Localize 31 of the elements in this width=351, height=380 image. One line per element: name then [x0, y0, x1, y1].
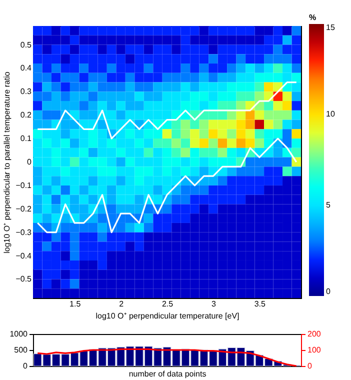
y2-tick-label: 100	[308, 346, 322, 354]
y-tick-label: 0.5	[20, 40, 32, 50]
y-tick-label: −0.2	[16, 204, 32, 214]
y2-tick-label: 0	[308, 362, 312, 370]
y-tick-label: 0.4	[20, 64, 32, 73]
x-tick-label: 2	[119, 300, 124, 308]
y-tick-label: 0	[27, 158, 32, 166]
y-tick-label: −0.3	[16, 228, 32, 237]
color-bar-label: 15	[326, 23, 336, 32]
x-tick-label: 3	[211, 300, 216, 308]
x-tick-label: 1.5	[70, 300, 82, 308]
y-tick-label: −0.5	[16, 274, 32, 284]
y-tick-label: 0	[23, 362, 28, 370]
x-tick-label: 2.5	[162, 300, 174, 308]
x-tick-label: 3.5	[254, 300, 266, 308]
y-tick-label: 500	[14, 346, 28, 354]
y-axis-title: log10 O⁺ perpendicular to parallel temperature ratio	[2, 71, 12, 254]
y-tick-label: 0.1	[20, 134, 32, 144]
y-tick-label: 0.2	[20, 110, 32, 120]
color-bar-label: 0	[326, 287, 331, 296]
color-bar-label: 10	[326, 110, 336, 119]
x-axis-title: number of data points	[128, 370, 206, 378]
y-tick-label: 1000	[10, 330, 28, 338]
color-bar-title: %	[309, 13, 316, 22]
y2-tick-label: 200	[308, 330, 322, 338]
y-tick-label: −0.1	[16, 180, 32, 190]
line-series	[36, 348, 298, 367]
y-tick-label: 0.3	[20, 87, 32, 96]
x-axis-title: log10 O⁺ perpendicular temperature [eV]	[96, 312, 240, 320]
y-tick-label: −0.4	[16, 251, 32, 260]
color-bar-label: 5	[326, 200, 331, 210]
